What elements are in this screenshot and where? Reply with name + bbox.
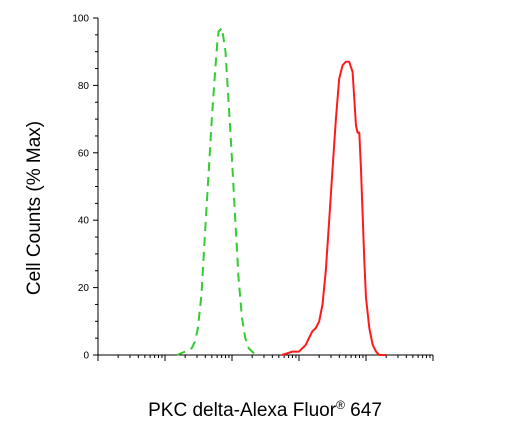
y-tick-label: 100 xyxy=(72,14,89,25)
series-line-0 xyxy=(176,27,257,356)
y-axis-title: Cell Counts (% Max) xyxy=(24,121,45,295)
x-axis-title: PKC delta-Alexa Fluor® 647 xyxy=(148,398,382,421)
x-axis-title-suffix: 647 xyxy=(345,400,382,421)
series-line-1 xyxy=(281,60,387,356)
registered-mark: ® xyxy=(336,398,345,412)
x-axis-title-main: PKC delta-Alexa Fluor xyxy=(148,400,337,421)
y-tick-label: 80 xyxy=(78,81,90,92)
y-tick-label: 0 xyxy=(83,351,89,362)
axis-labels: Cell Counts (% Max) PKC delta-Alexa Fluo… xyxy=(24,121,382,421)
axes: 0 20 40 60 80 100 xyxy=(72,14,434,362)
series-group xyxy=(176,27,387,356)
y-tick-label: 40 xyxy=(78,216,90,227)
y-tick-label: 60 xyxy=(78,148,90,159)
y-tick-label: 20 xyxy=(78,283,90,294)
